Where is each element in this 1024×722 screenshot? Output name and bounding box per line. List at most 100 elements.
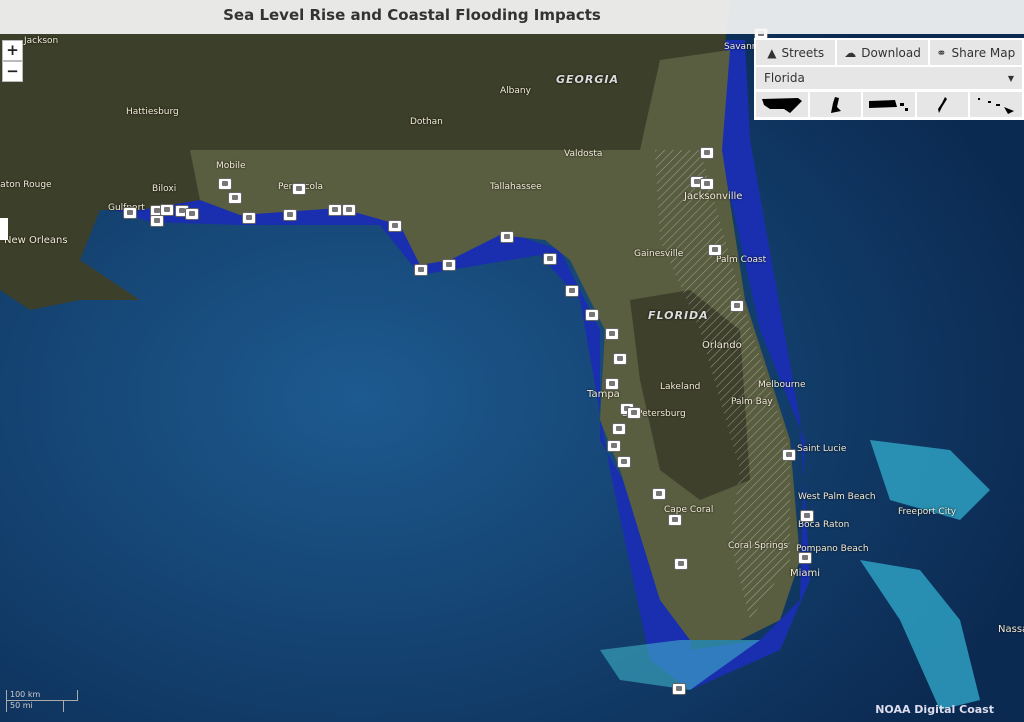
cloud-download-icon: ☁ [844, 45, 857, 60]
label-miami: Miami [790, 568, 821, 579]
photo-marker-icon[interactable] [565, 285, 579, 297]
photo-marker-icon[interactable] [328, 204, 342, 216]
label-biloxi: Biloxi [152, 184, 177, 194]
label-lakeland: Lakeland [660, 382, 701, 392]
link-icon: ⚭ [936, 45, 947, 60]
photo-marker-icon[interactable] [800, 510, 814, 522]
region-alaska-button[interactable] [809, 92, 862, 117]
photo-marker-icon[interactable] [612, 423, 626, 435]
label-palm-coast: Palm Coast [716, 255, 767, 265]
label-orlando: Orlando [702, 340, 742, 351]
label-jacksonville: Jacksonville [684, 191, 743, 202]
label-freeport-city: Freeport City [898, 507, 957, 517]
page-title: Sea Level Rise and Coastal Flooding Impa… [223, 6, 601, 24]
label-mobile: Mobile [216, 161, 246, 171]
photo-marker-icon[interactable] [342, 204, 356, 216]
photo-marker-icon[interactable] [228, 192, 242, 204]
photo-marker-icon[interactable] [185, 208, 199, 220]
header: Sea Level Rise and Coastal Flooding Impa… [0, 0, 1024, 34]
land-florida [190, 50, 800, 640]
label-gainesville: Gainesville [634, 249, 684, 259]
label-nassau: Nassau [998, 624, 1024, 635]
label-jackson: Jackson [24, 36, 59, 46]
photo-marker-icon[interactable] [442, 259, 456, 271]
zoom-out-button[interactable]: − [2, 61, 23, 82]
photo-marker-icon[interactable] [607, 440, 621, 452]
zoom-in-button[interactable]: + [2, 40, 23, 61]
photo-marker-icon[interactable] [617, 456, 631, 468]
photo-marker-icon[interactable] [798, 552, 812, 564]
photo-marker-icon[interactable] [672, 683, 686, 695]
caret-down-icon: ▼ [1007, 73, 1014, 83]
photo-marker-icon[interactable] [700, 147, 714, 159]
road-icon: ▲ [767, 45, 777, 60]
label-tampa: Tampa [587, 389, 620, 400]
region-select[interactable]: Florida ▼ [756, 67, 1022, 89]
label-pompano-beach: Pompano Beach [796, 544, 869, 554]
label-coral-springs: Coral Springs [728, 541, 789, 551]
photo-marker-icon[interactable] [730, 300, 744, 312]
photo-marker-icon[interactable] [123, 207, 137, 219]
photo-marker-icon[interactable] [500, 231, 514, 243]
photo-marker-icon[interactable] [708, 244, 722, 256]
photo-marker-icon[interactable] [652, 488, 666, 500]
label-baton-rouge: Baton Rouge [0, 180, 52, 190]
photo-marker-icon[interactable] [388, 220, 402, 232]
region-contiguous-us-button[interactable] [756, 92, 808, 117]
bahamas [860, 440, 990, 710]
label-tallahassee: Tallahassee [490, 182, 542, 192]
puerto-rico-icon [868, 99, 908, 111]
label-cape-coral: Cape Coral [664, 505, 714, 515]
scale-km: 100 km [6, 690, 78, 701]
photo-marker-icon[interactable] [283, 209, 297, 221]
photo-marker-icon[interactable] [150, 215, 164, 227]
photo-marker-icon[interactable] [160, 204, 174, 216]
keys-shallows [600, 640, 760, 690]
flood-area [100, 40, 810, 690]
label-new-orleans: New Orleans [4, 235, 68, 246]
label-dothan: Dothan [410, 117, 443, 127]
alaska-icon [831, 96, 842, 113]
label-savannah: Savannah [724, 42, 769, 52]
control-panel: ▲ Streets ☁ Download ⚭ Share Map Florida ▼ [754, 38, 1024, 120]
label-florida: FLORIDA [648, 309, 709, 322]
photo-marker-icon[interactable] [292, 183, 306, 195]
hawaii-icon [978, 97, 1015, 114]
photo-marker-icon[interactable] [627, 407, 641, 419]
label-melbourne: Melbourne [758, 380, 806, 390]
us-map-icon [761, 97, 802, 113]
label-georgia: GEORGIA [556, 73, 619, 86]
share-map-button[interactable]: ⚭ Share Map [929, 40, 1022, 65]
streets-button[interactable]: ▲ Streets [756, 40, 836, 65]
region-hawaii-button[interactable] [970, 92, 1022, 117]
photo-marker-icon[interactable] [782, 449, 796, 461]
photo-marker-icon[interactable] [668, 514, 682, 526]
photo-marker-icon[interactable] [242, 212, 256, 224]
photo-marker-icon[interactable] [585, 309, 599, 321]
side-panel-toggle[interactable] [0, 218, 8, 240]
photo-marker-icon[interactable] [613, 353, 627, 365]
region-guam-button[interactable] [916, 92, 969, 117]
photo-marker-icon[interactable] [218, 178, 232, 190]
label-hattiesburg: Hattiesburg [126, 107, 179, 117]
label-albany: Albany [500, 86, 531, 96]
label-boca-raton: Boca Raton [798, 520, 850, 530]
guam-icon [937, 96, 947, 113]
region-puerto-rico-button[interactable] [863, 92, 915, 117]
label-st-petersburg: St. Petersburg [622, 409, 686, 419]
photo-marker-icon[interactable] [543, 253, 557, 265]
photo-marker-icon[interactable] [414, 264, 428, 276]
photo-marker-icon[interactable] [605, 328, 619, 340]
label-saint-lucie: Saint Lucie [797, 444, 847, 454]
label-palm-bay: Palm Bay [731, 397, 773, 407]
photo-marker-icon[interactable] [605, 378, 619, 390]
label-valdosta: Valdosta [564, 149, 603, 159]
photo-marker-icon[interactable] [674, 558, 688, 570]
hatched-area [655, 150, 790, 620]
label-west-palm-beach: West Palm Beach [798, 492, 876, 502]
scale-mi: 50 mi [6, 701, 64, 712]
map-scale: 100 km 50 mi [6, 690, 78, 712]
download-button[interactable]: ☁ Download [837, 40, 928, 65]
photo-marker-icon[interactable] [700, 178, 714, 190]
